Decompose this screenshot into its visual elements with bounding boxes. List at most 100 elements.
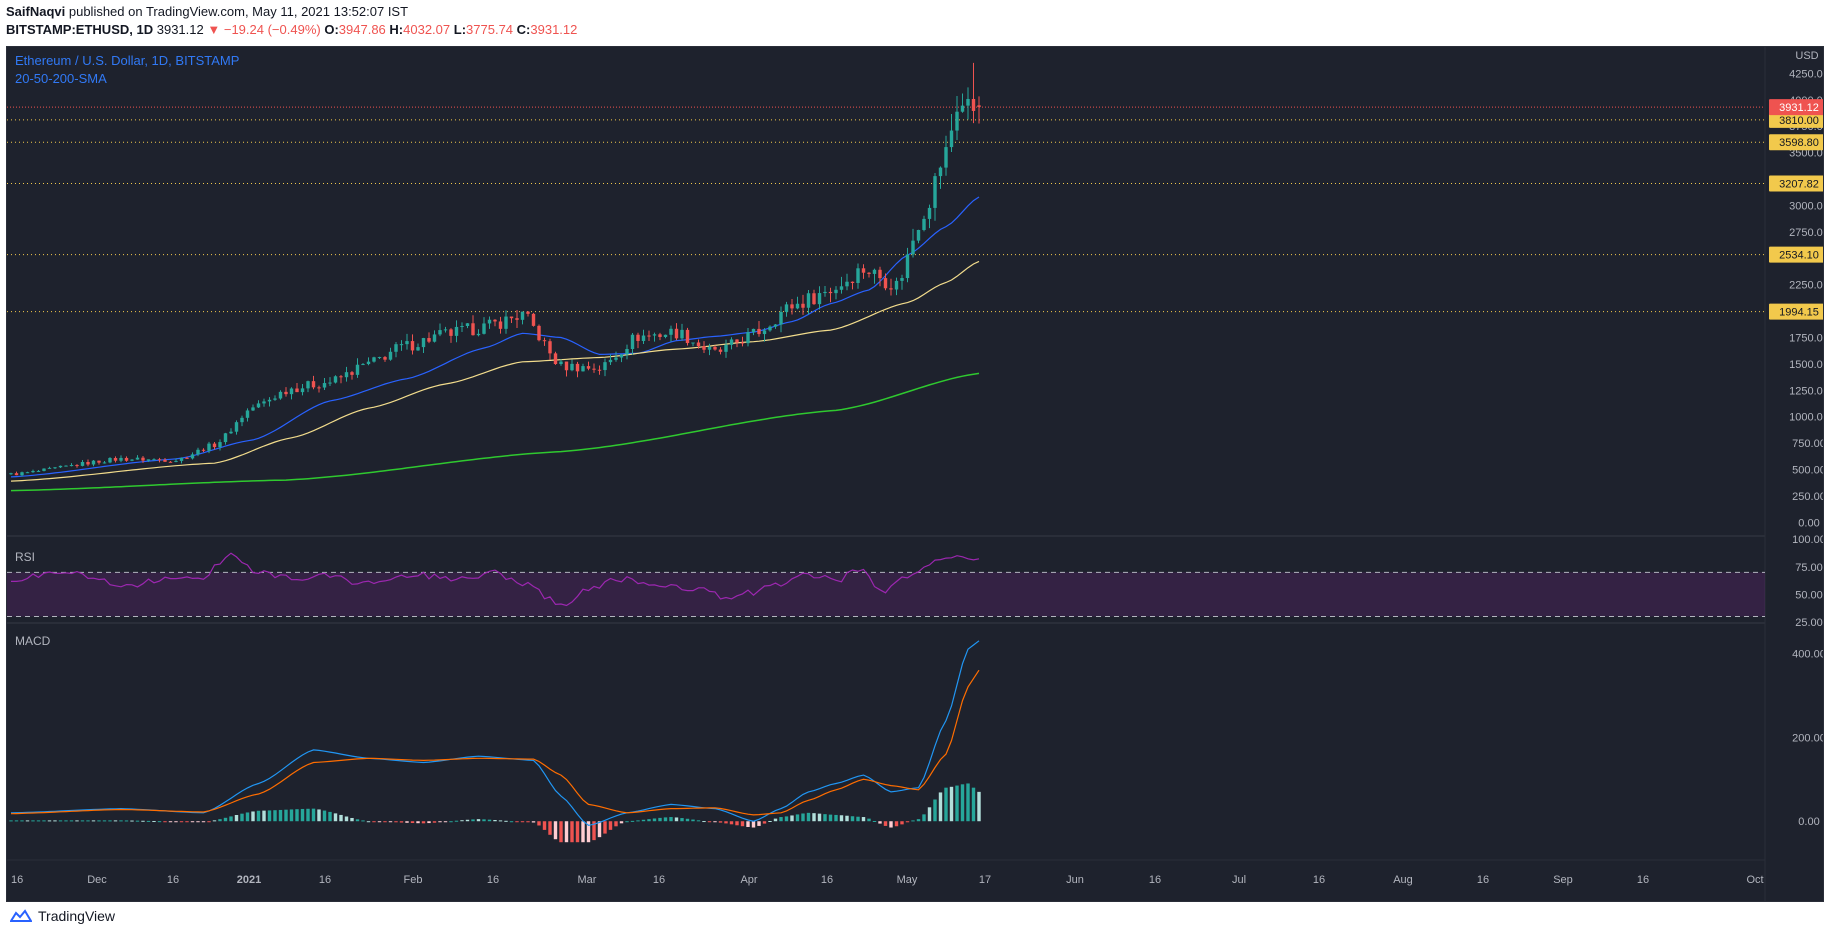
candle-body <box>911 240 915 255</box>
candle-body <box>702 346 706 350</box>
candle-body <box>86 462 90 465</box>
tradingview-logo-icon <box>10 909 32 922</box>
chart-area[interactable]: 0.00 250.00 500.00 750.00 1000.00 1250.00 1500… <box>6 46 1824 902</box>
macd-histogram-bar <box>504 820 508 822</box>
candle-body <box>724 344 728 352</box>
macd-histogram-bar <box>196 821 200 823</box>
price-tick-label: 3000.00 <box>1789 200 1823 212</box>
price-chart-svg[interactable]: 0.00 250.00 500.00 750.00 1000.00 1250.00 1500… <box>7 47 1823 901</box>
macd-histogram-bar <box>878 821 882 824</box>
macd-histogram-bar <box>614 821 618 827</box>
candle-body <box>680 329 684 339</box>
candle-body <box>300 388 305 393</box>
macd-histogram-bar <box>432 821 437 823</box>
macd-histogram-bar <box>746 821 750 827</box>
macd-histogram-bar <box>597 821 602 838</box>
candle-body <box>278 391 283 399</box>
macd-histogram-bar <box>922 814 926 822</box>
macd-histogram-bar <box>372 821 376 823</box>
macd-histogram-bar <box>889 821 893 828</box>
macd-histogram-bar <box>438 821 442 823</box>
macd-histogram-bar <box>784 816 789 822</box>
macd-histogram-bar <box>141 820 145 822</box>
macd-histogram-bar <box>317 809 321 822</box>
candle-body <box>229 431 233 434</box>
candle-body <box>603 362 607 371</box>
macd-histogram-bar <box>773 818 778 822</box>
candle-body <box>592 368 596 370</box>
candle-body <box>790 304 794 309</box>
rsi-tick-label: 75.00 <box>1795 562 1823 574</box>
sma-200-line <box>10 372 980 492</box>
candle-body <box>75 465 79 467</box>
candle-body <box>108 457 112 463</box>
candle-body <box>317 387 321 389</box>
candle-body <box>586 366 591 369</box>
high-label: H: <box>389 22 404 37</box>
indicator-legend[interactable]: 20-50-200-SMA <box>15 71 107 86</box>
level-price-tag <box>1769 303 1823 320</box>
macd-histogram-bar <box>663 817 668 822</box>
macd-histogram-bar <box>867 818 871 822</box>
macd-histogram-bar <box>190 821 195 823</box>
macd-histogram-bar <box>449 821 453 823</box>
macd-histogram-bar <box>641 819 646 822</box>
rsi-line <box>11 552 980 607</box>
price-tick-label: 1250.00 <box>1789 385 1823 397</box>
candle-body <box>333 376 338 383</box>
level-price-tag <box>1769 134 1823 151</box>
macd-histogram-bar <box>69 820 74 822</box>
macd-histogram-bar <box>130 820 134 822</box>
candle-body <box>916 229 921 241</box>
open-value: 3947.86 <box>338 22 386 37</box>
candle-body <box>493 319 497 322</box>
candle-body <box>251 407 255 411</box>
candle-body <box>339 376 343 378</box>
candle-body <box>515 318 519 320</box>
candle-body <box>432 334 437 342</box>
candle-body <box>575 363 580 372</box>
candle-body <box>284 391 288 395</box>
candle-body <box>509 316 514 319</box>
candle-body <box>273 398 277 400</box>
candle-body <box>674 328 679 339</box>
macd-histogram-bar <box>658 817 662 822</box>
candle-body <box>900 278 904 281</box>
tradingview-brand[interactable]: TradingView <box>10 908 115 924</box>
macd-tick-label: 0.00 <box>1798 816 1819 828</box>
candle-body <box>361 364 365 366</box>
macd-histogram-bar <box>542 821 547 830</box>
close-label: C: <box>516 22 531 37</box>
candle-body <box>245 410 250 418</box>
candle-body <box>548 341 552 354</box>
macd-histogram-bar <box>267 810 272 822</box>
candle-body <box>421 338 426 348</box>
macd-histogram-bar <box>64 820 68 822</box>
candle-body <box>718 349 723 352</box>
candle-body <box>289 388 294 395</box>
candle-body <box>658 334 662 337</box>
macd-histogram-bar <box>680 818 684 822</box>
author-name[interactable]: SaifNaqvi <box>6 4 66 19</box>
macd-histogram-bar <box>955 785 959 822</box>
chart-legend-title: Ethereum / U.S. Dollar, 1D, BITSTAMP <box>15 53 240 68</box>
time-axis-label: Apr <box>740 874 757 886</box>
macd-histogram-bar <box>625 821 629 823</box>
macd-histogram-bar <box>113 820 118 822</box>
rsi-tick-label: 50.00 <box>1795 589 1823 601</box>
candle-body <box>757 328 761 335</box>
macd-pane-label[interactable]: MACD <box>15 634 51 648</box>
rsi-pane-label[interactable]: RSI <box>15 550 36 564</box>
macd-histogram-bar <box>526 821 530 823</box>
candle-body <box>53 467 57 469</box>
macd-histogram-bar <box>509 821 514 823</box>
macd-histogram-bar <box>938 792 943 822</box>
macd-histogram-bar <box>696 820 701 822</box>
candle-body <box>779 311 783 325</box>
candle-body <box>124 457 129 461</box>
rsi-band-fill <box>7 572 1765 617</box>
macd-histogram-bar <box>256 810 261 822</box>
macd-histogram-bar <box>779 817 783 822</box>
candle-body <box>372 357 376 362</box>
macd-histogram-bar <box>366 821 371 823</box>
